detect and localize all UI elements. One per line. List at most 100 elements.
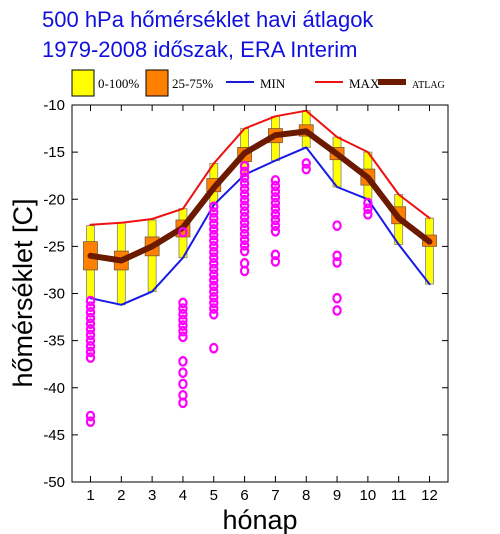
outlier-point-m5-19 — [209, 308, 219, 320]
outlier-point-m5-4 — [209, 224, 219, 235]
outlier-point-m1-3 — [85, 312, 96, 324]
outlier-point-m1-6 — [85, 329, 96, 341]
outlier-point-m5-5 — [209, 229, 219, 241]
y-axis-title: hőmérséklet [C] — [8, 198, 38, 387]
outlier-point-m9-3 — [332, 292, 342, 304]
outlier-point-m9-1 — [332, 250, 342, 262]
legend-label-2: MIN — [260, 76, 286, 91]
outlier-point-m5-0 — [209, 201, 219, 213]
outlier-point-m6-3 — [239, 177, 250, 189]
legend-label-0: 0-100% — [98, 76, 139, 91]
outlier-point-m7-0 — [270, 175, 281, 186]
x-tick-label-8: 9 — [333, 487, 341, 504]
x-tick-label-11: 12 — [421, 487, 438, 504]
outlier-point-m5-15 — [209, 286, 219, 297]
outlier-point-m7-5 — [270, 203, 281, 214]
outlier-point-m1-2 — [85, 307, 96, 318]
range-boxes — [86, 110, 434, 306]
legend: 0-100% 25-75% MIN MAX ATLAG — [71, 69, 445, 97]
outlier-point-m5-11 — [209, 263, 219, 275]
outlier-point-m4-2 — [178, 303, 188, 314]
outlier-point-m1-8 — [85, 340, 96, 352]
outlier-point-m4-1 — [178, 297, 188, 309]
x-axis-title: hónap — [222, 505, 297, 534]
outlier-point-m6-8 — [239, 206, 250, 217]
outlier-point-m6-12 — [239, 228, 250, 240]
outlier-point-m6-7 — [239, 200, 250, 212]
series-lines — [87, 109, 433, 306]
outlier-point-m10-2 — [363, 209, 373, 220]
outlier-point-m1-0 — [85, 295, 96, 307]
x-tick-label-7: 8 — [302, 487, 310, 504]
outlier-point-m4-12 — [178, 397, 188, 409]
series-line-max — [89, 109, 431, 226]
outlier-point-m6-0 — [239, 160, 250, 172]
outlier-point-m5-9 — [209, 252, 219, 263]
outlier-point-m4-10 — [178, 378, 188, 390]
outlier-point-m6-2 — [239, 172, 250, 183]
outlier-point-m4-8 — [178, 356, 188, 367]
outlier-point-m9-0 — [332, 220, 342, 231]
outlier-point-m5-8 — [209, 246, 219, 258]
y-tick-label-7: -45 — [43, 427, 65, 444]
axis-ticks: -10-15-20-25-30-35-40-45-501 2 3 4 5 6 7 8 9 10 11… — [43, 97, 448, 504]
outlier-point-m4-5 — [178, 320, 188, 331]
outlier-point-m7-11 — [270, 256, 281, 267]
outlier-point-m9-2 — [332, 257, 342, 268]
series-line-atlag — [87, 128, 433, 264]
y-tick-label-6: -40 — [43, 380, 65, 397]
outlier-point-m4-3 — [178, 308, 188, 320]
y-tick-label-1: -15 — [43, 144, 65, 161]
outlier-point-m4-7 — [178, 331, 188, 343]
outlier-point-m5-3 — [209, 218, 219, 230]
outlier-point-m5-13 — [209, 275, 219, 286]
outlier-point-m7-2 — [270, 186, 281, 198]
plot-frame — [71, 104, 449, 483]
outlier-point-m1-12 — [85, 416, 96, 427]
legend-swatch-0 — [71, 69, 95, 97]
plot-area: -10-15-20-25-30-35-40-45-501 2 3 4 5 6 7 8 9 10 11… — [43, 97, 449, 504]
outlier-point-m7-10 — [270, 249, 281, 261]
outlier-point-m7-9 — [270, 225, 281, 237]
outlier-point-m1-5 — [85, 324, 96, 335]
outlier-point-m8-1 — [301, 163, 311, 175]
chart-title-line-1: 500 hPa hőmérséklet havi átlagok — [42, 7, 374, 32]
outlier-point-m5-20 — [209, 342, 219, 354]
x-tick-label-9: 10 — [360, 487, 377, 504]
outlier-point-m6-13 — [239, 234, 250, 246]
outlier-point-m6-1 — [239, 166, 250, 178]
legend-label-1: 25-75% — [172, 76, 213, 91]
y-tick-label-3: -25 — [43, 238, 65, 255]
outlier-point-m5-17 — [209, 297, 219, 309]
outlier-point-m4-6 — [178, 325, 188, 337]
outlier-point-m1-1 — [85, 301, 96, 312]
outlier-point-m7-1 — [270, 180, 281, 192]
outlier-point-m8-0 — [301, 158, 311, 169]
outlier-point-m10-1 — [363, 203, 373, 214]
y-tick-label-5: -35 — [43, 333, 65, 350]
y-tick-label-4: -30 — [43, 286, 65, 303]
outlier-point-m6-14 — [239, 240, 250, 251]
outlier-point-m6-6 — [239, 194, 250, 206]
x-tick-label-10: 11 — [391, 487, 407, 504]
x-tick-label-1: 2 — [117, 487, 125, 504]
outlier-point-m1-7 — [85, 335, 96, 346]
x-tick-label-2: 3 — [148, 487, 156, 504]
outlier-point-m5-14 — [209, 280, 219, 292]
outlier-point-m6-4 — [239, 183, 250, 195]
outlier-point-m5-6 — [209, 235, 219, 247]
outlier-point-m7-7 — [270, 214, 281, 226]
outlier-point-m4-0 — [178, 226, 188, 238]
outlier-points — [85, 158, 373, 427]
outlier-point-m7-3 — [270, 192, 281, 203]
outlier-point-m5-12 — [209, 269, 219, 280]
legend-label-4: ATLAG — [412, 80, 445, 91]
x-tick-label-6: 7 — [271, 487, 279, 504]
outlier-point-m5-10 — [209, 258, 219, 269]
outlier-point-m4-9 — [178, 367, 188, 378]
x-tick-label-5: 6 — [240, 487, 248, 504]
outlier-point-m5-1 — [209, 207, 219, 218]
outlier-point-m6-9 — [239, 211, 250, 223]
outlier-point-m5-16 — [209, 291, 219, 303]
outlier-point-m1-4 — [85, 318, 96, 329]
